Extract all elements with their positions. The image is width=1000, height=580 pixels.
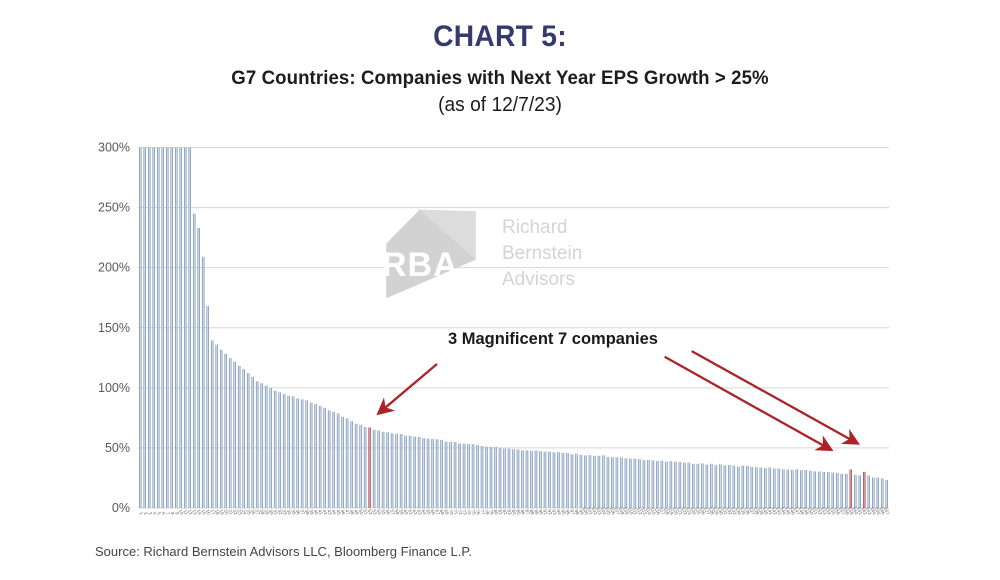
svg-text:50%: 50% [105, 441, 130, 455]
svg-text:Bernstein: Bernstein [502, 243, 582, 264]
svg-text:167: 167 [883, 506, 891, 515]
svg-text:250%: 250% [98, 201, 130, 215]
svg-text:150%: 150% [98, 321, 130, 335]
svg-text:100%: 100% [98, 381, 130, 395]
svg-text:RBA: RBA [382, 246, 459, 284]
svg-text:Richard: Richard [502, 217, 567, 238]
svg-text:300%: 300% [98, 141, 130, 155]
svg-text:0%: 0% [112, 501, 130, 515]
svg-text:200%: 200% [98, 261, 130, 275]
svg-text:Advisors: Advisors [502, 269, 575, 290]
